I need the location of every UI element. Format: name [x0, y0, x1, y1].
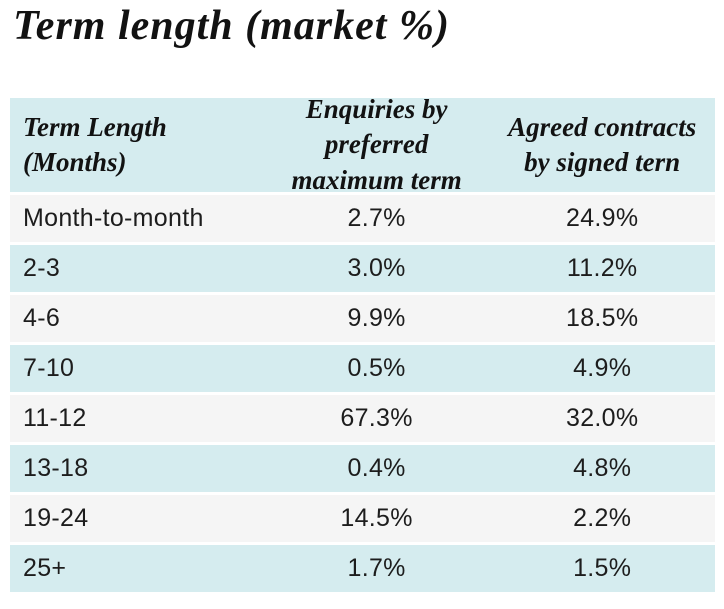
column-header-line: Term Length [23, 111, 167, 142]
column-header-enquiries: Enquiries by preferred maximum term [264, 92, 490, 197]
table-row: 11-12 67.3% 32.0% [10, 395, 715, 442]
table-row: 7-10 0.5% 4.9% [10, 345, 715, 392]
term-cell: 11-12 [23, 404, 87, 432]
page-title: Term length (market %) [13, 3, 450, 49]
column-header-line: (Months) [23, 147, 127, 177]
enquiries-cell: 9.9% [347, 304, 406, 332]
column-header-line: by signed tern [524, 147, 681, 177]
enquiries-cell: 2.7% [347, 204, 406, 232]
column-header-term-length: Term Length (Months) [10, 110, 264, 180]
agreed-cell: 4.8% [573, 454, 632, 482]
table-header-row: Term Length (Months) Enquiries by prefer… [10, 94, 715, 195]
table-row: 25+ 1.7% 1.5% [10, 545, 715, 592]
term-cell: 2-3 [23, 254, 61, 282]
column-header-line: Agreed contracts [508, 111, 697, 142]
table-row: 19-24 14.5% 2.2% [10, 495, 715, 542]
term-length-table: Term Length (Months) Enquiries by prefer… [10, 94, 715, 592]
column-header-agreed: Agreed contracts by signed tern [489, 110, 715, 180]
agreed-cell: 11.2% [566, 254, 638, 282]
enquiries-cell: 67.3% [340, 404, 413, 432]
term-cell: 19-24 [23, 504, 89, 532]
agreed-cell: 18.5% [565, 304, 639, 332]
column-header-line: Enquiries by preferred [305, 94, 448, 160]
enquiries-cell: 14.5% [340, 504, 413, 532]
enquiries-cell: 1.7% [347, 554, 406, 582]
table-row: Month-to-month 2.7% 24.9% [10, 195, 715, 242]
agreed-cell: 1.5% [573, 554, 632, 582]
column-header-line: maximum term [291, 164, 462, 195]
term-cell: 13-18 [23, 454, 89, 482]
table-row: 13-18 0.4% 4.8% [10, 445, 715, 492]
agreed-cell: 2.2% [573, 504, 632, 532]
table-row: 4-6 9.9% 18.5% [10, 295, 715, 342]
agreed-cell: 24.9% [565, 204, 639, 232]
enquiries-cell: 0.4% [347, 454, 406, 482]
table-row: 2-3 3.0% 11.2% [10, 245, 715, 292]
enquiries-cell: 0.5% [347, 354, 406, 382]
term-cell: Month-to-month [23, 204, 204, 232]
term-cell: 4-6 [23, 304, 61, 332]
agreed-cell: 32.0% [565, 404, 639, 432]
term-cell: 25+ [23, 554, 67, 582]
enquiries-cell: 3.0% [347, 254, 406, 282]
agreed-cell: 4.9% [573, 354, 632, 382]
term-cell: 7-10 [23, 354, 75, 382]
